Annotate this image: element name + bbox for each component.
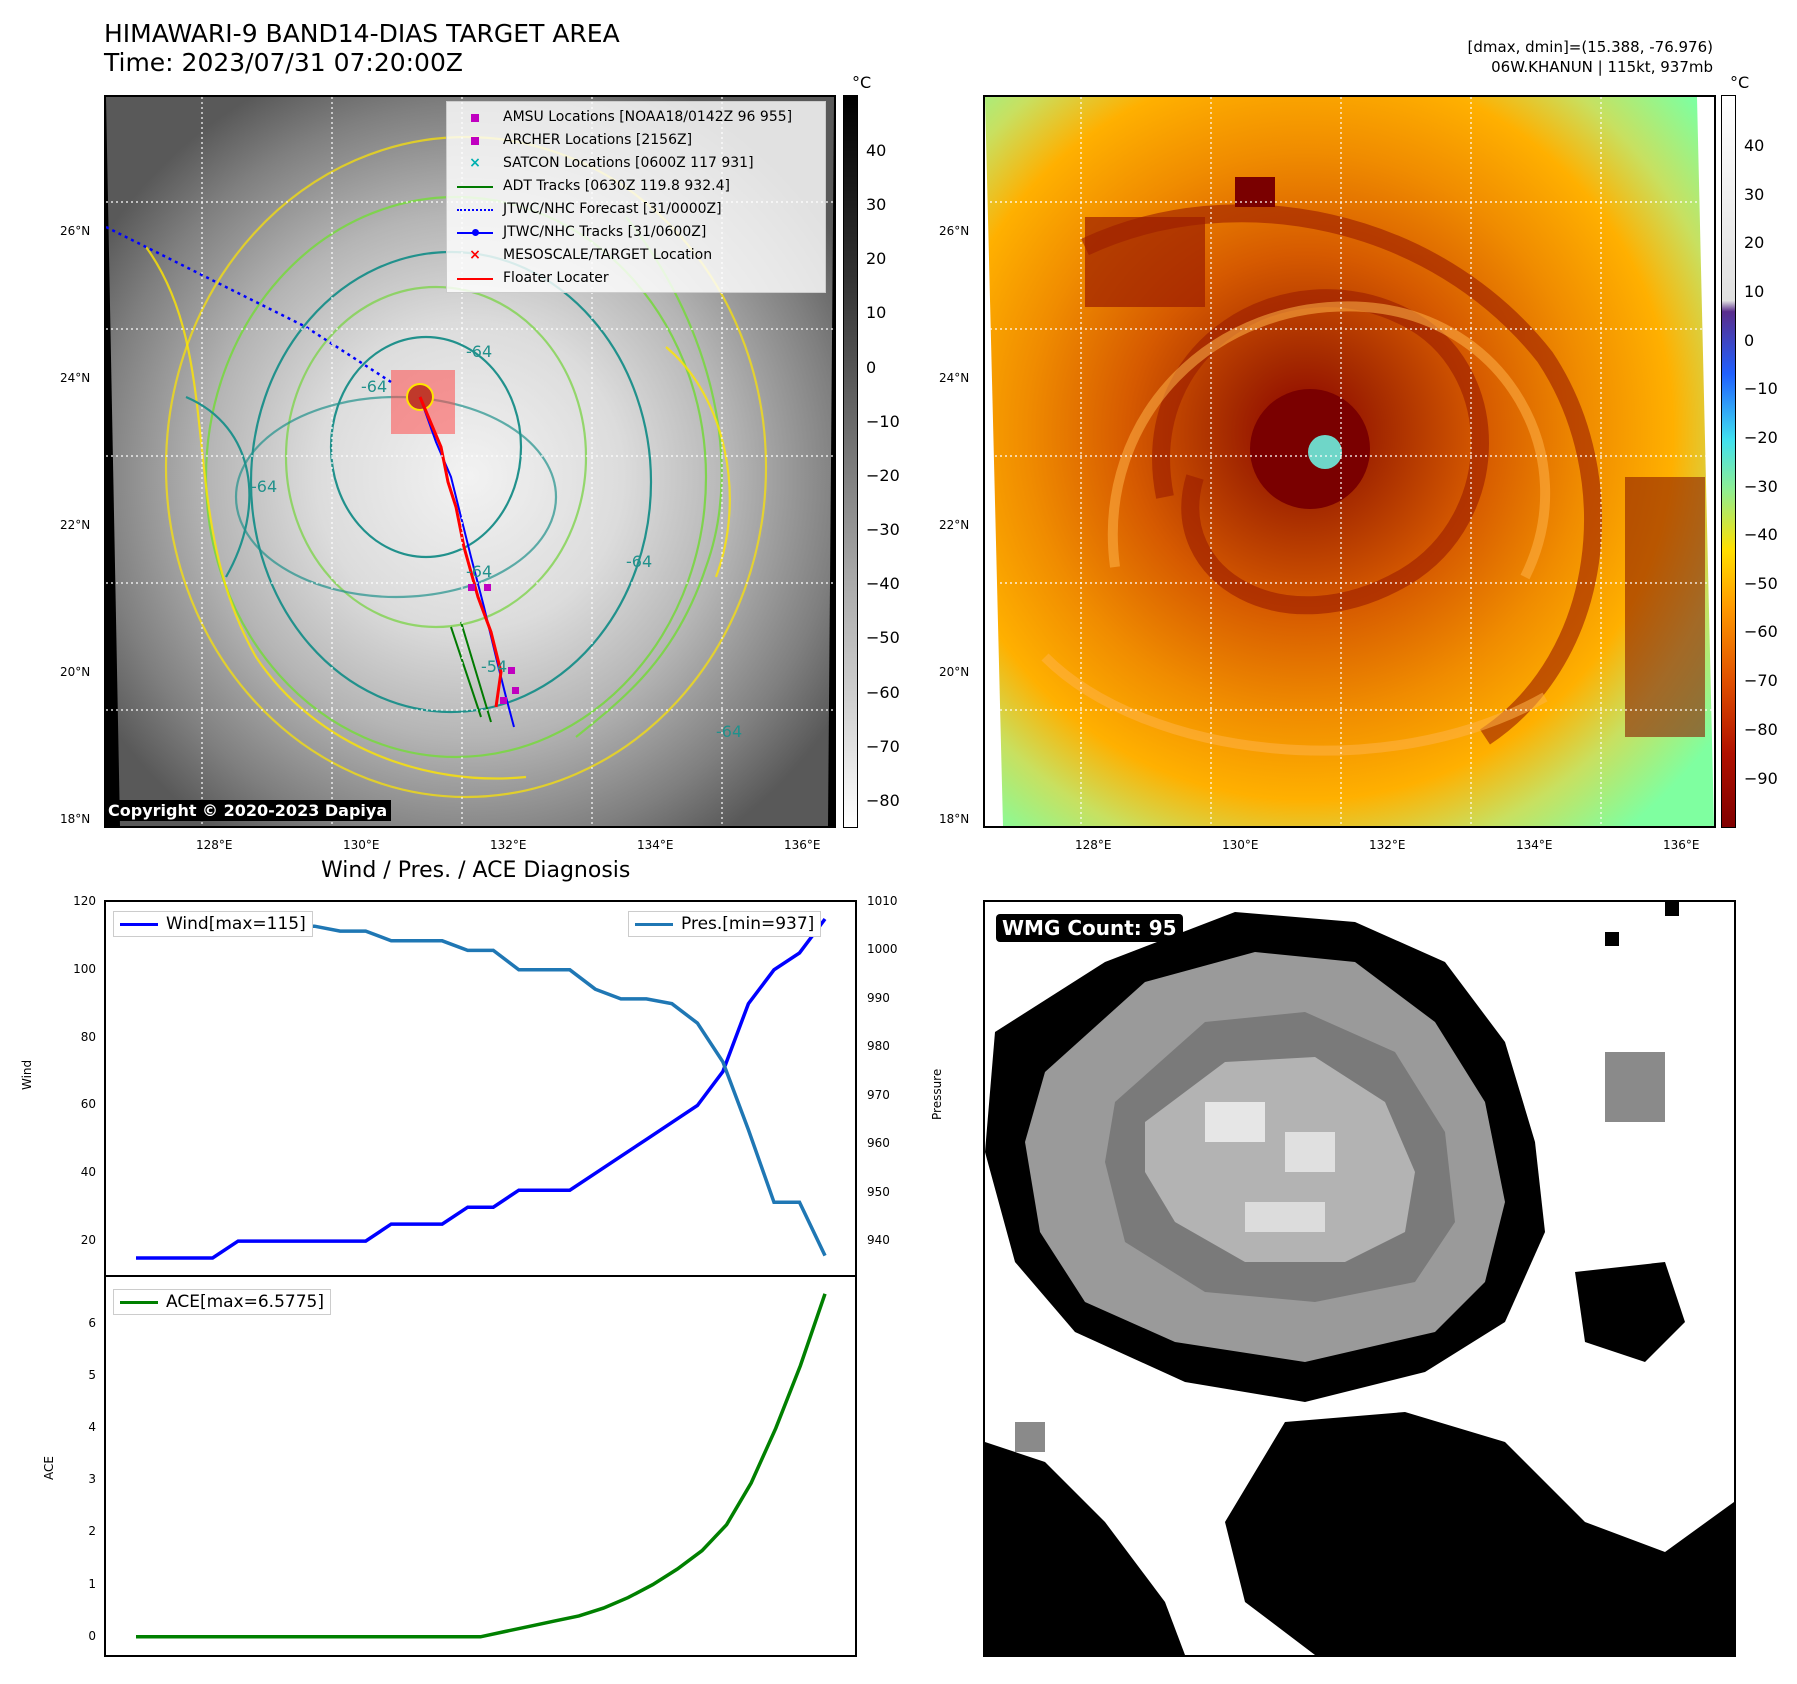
figure-time: Time: 2023/07/31 07:20:00Z [104, 48, 463, 77]
dmax-dmin-label: [dmax, dmin]=(15.388, -76.976) [1467, 38, 1713, 56]
wind-pressure-plot [136, 917, 827, 1260]
wind-pressure-chart [104, 900, 857, 1277]
wmg-image [985, 902, 1734, 1655]
lat-label: 26°N [60, 224, 91, 238]
y-tick-label: 1000 [867, 942, 898, 957]
ace-legend: ACE[max=6.5775] [113, 1289, 331, 1315]
dotted-line-icon [455, 203, 495, 217]
y-tick-label: 4 [88, 1420, 96, 1435]
y-tick-label: 970 [867, 1087, 890, 1102]
y-tick-label: 6 [88, 1315, 96, 1330]
line-dot-icon [455, 226, 495, 240]
legend-item-satcon: × SATCON Locations [0600Z 117 931] [455, 152, 817, 175]
line-marker-icon [455, 272, 495, 286]
lon-label: 136°E [1663, 838, 1700, 852]
y-tick-label: 60 [80, 1097, 96, 1112]
color-map-panel [983, 95, 1716, 828]
legend-item-jtwc-forecast: JTWC/NHC Forecast [31/0000Z] [455, 198, 817, 221]
lon-label: 132°E [490, 838, 527, 852]
lat-label: 20°N [939, 665, 970, 679]
lat-label: 20°N [60, 665, 91, 679]
y-tick-label: 0 [88, 1628, 96, 1643]
contour-label: -64 [251, 477, 277, 496]
wmg-count-badge: WMG Count: 95 [996, 914, 1183, 942]
contour-label: -64 [361, 377, 387, 396]
colorbar-unit: °C [852, 73, 872, 92]
lon-label: 130°E [343, 838, 380, 852]
ace-chart [104, 1275, 857, 1657]
storm-info-label: 06W.KHANUN | 115kt, 937mb [1491, 58, 1713, 76]
square-marker-icon [455, 134, 495, 148]
wind-series-line [136, 917, 827, 1260]
y-tick-label: 940 [867, 1233, 890, 1248]
y-tick-label: 5 [88, 1368, 96, 1383]
y-tick-label: 3 [88, 1472, 96, 1487]
contour-label: -64 [626, 552, 652, 571]
y-tick-label: 1010 [867, 894, 898, 908]
colorbar-unit: °C [1730, 73, 1750, 92]
map-legend: AMSU Locations [NOAA18/0142Z 96 955] ARC… [446, 101, 826, 293]
lat-label: 18°N [60, 812, 91, 826]
legend-item-jtwc-tracks: JTWC/NHC Tracks [31/0600Z] [455, 221, 817, 244]
ace-axis-label: ACE [42, 1456, 56, 1480]
lon-label: 132°E [1369, 838, 1406, 852]
lon-label: 134°E [637, 838, 674, 852]
square-marker-icon [455, 111, 495, 125]
line-marker-icon [120, 922, 158, 926]
x-marker-icon: × [469, 247, 481, 263]
y-tick-label: 40 [80, 1165, 96, 1180]
legend-item-archer: ARCHER Locations [2156Z] [455, 129, 817, 152]
wmg-panel [983, 900, 1736, 1657]
lon-label: 134°E [1516, 838, 1553, 852]
line-marker-icon [455, 180, 495, 194]
copyright-label: Copyright © 2020-2023 Dapiya [104, 800, 392, 821]
y-tick-label: 2 [88, 1524, 96, 1539]
pressure-axis-label: Pressure [930, 1068, 944, 1120]
contour-label: -64 [466, 342, 492, 361]
contour-label: -64 [716, 722, 742, 741]
lon-label: 128°E [1075, 838, 1112, 852]
x-marker-icon: × [469, 155, 481, 171]
y-tick-label: 980 [867, 1039, 890, 1054]
y-tick-label: 1 [88, 1576, 96, 1591]
y-tick-label: 100 [73, 961, 96, 976]
lon-label: 130°E [1222, 838, 1259, 852]
legend-item-amsu: AMSU Locations [NOAA18/0142Z 96 955] [455, 106, 817, 129]
colorbar-right [1721, 95, 1736, 828]
y-tick-label: 950 [867, 1184, 890, 1199]
y-tick-label: 120 [73, 894, 96, 908]
lat-label: 24°N [60, 371, 91, 385]
colorbar-left [843, 95, 858, 828]
wind-axis-label: Wind [20, 1059, 34, 1090]
y-tick-label: 990 [867, 990, 890, 1005]
lat-label: 22°N [60, 518, 91, 532]
lat-label: 22°N [939, 518, 970, 532]
color-map-image [985, 97, 1714, 826]
y-tick-label: 20 [80, 1233, 96, 1248]
contour-label: -64 [466, 562, 492, 581]
lat-label: 24°N [939, 371, 970, 385]
lon-label: 136°E [784, 838, 821, 852]
figure-title: HIMAWARI-9 BAND14-DIAS TARGET AREA [104, 19, 620, 48]
contour-label: -54 [481, 657, 507, 676]
lon-label: 128°E [196, 838, 233, 852]
lat-label: 18°N [939, 812, 970, 826]
pressure-legend: Pres.[min=937] [628, 911, 822, 937]
wind-legend: Wind[max=115] [113, 911, 313, 937]
chart-title: Wind / Pres. / ACE Diagnosis [321, 858, 631, 883]
ace-plot [136, 1293, 827, 1639]
y-tick-label: 960 [867, 1136, 890, 1151]
legend-item-floater: Floater Locater [455, 267, 817, 290]
lat-label: 26°N [939, 224, 970, 238]
ace-series-line [136, 1293, 827, 1639]
legend-item-mesoscale: × MESOSCALE/TARGET Location [455, 244, 817, 267]
y-tick-label: 80 [80, 1029, 96, 1044]
legend-item-adt: ADT Tracks [0630Z 119.8 932.4] [455, 175, 817, 198]
line-marker-icon [635, 922, 673, 926]
line-marker-icon [120, 1300, 158, 1304]
